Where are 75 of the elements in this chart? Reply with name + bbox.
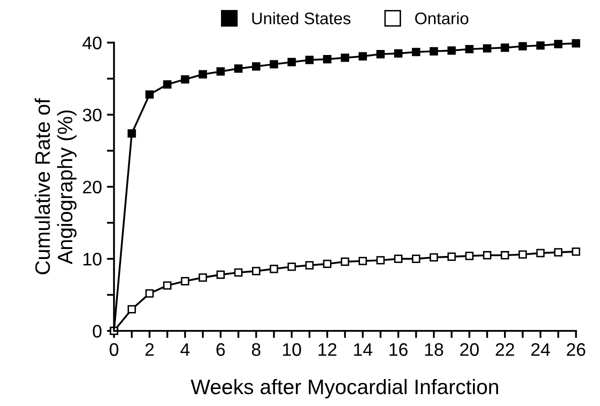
point [180, 75, 190, 84]
x-tick-label: 4 [180, 343, 190, 356]
x-tick-label: 16 [390, 343, 408, 356]
legend-label: Ontario [415, 12, 468, 24]
point [288, 262, 296, 271]
y-tick-label: 30 [82, 108, 102, 122]
point [430, 253, 438, 262]
y-tick-label: 0 [92, 324, 102, 338]
y-tick-label: 10 [83, 252, 102, 266]
point [376, 50, 385, 58]
point [180, 277, 190, 286]
point [518, 250, 527, 259]
point [145, 90, 154, 99]
legend-label: United States [252, 12, 350, 24]
point [340, 54, 350, 62]
point [465, 252, 474, 260]
point [447, 46, 456, 55]
x-tick-label: 18 [425, 343, 444, 356]
point [234, 64, 243, 73]
point [305, 261, 314, 270]
x-tick-label: 8 [252, 343, 260, 356]
point [323, 260, 332, 268]
y-axis-title: Cumulative Rate of Angiography (%) [34, 98, 77, 274]
point [270, 264, 278, 274]
x-tick-label: 10 [283, 343, 302, 356]
point [270, 60, 278, 68]
point [482, 44, 492, 53]
point [323, 55, 332, 64]
point [358, 256, 367, 266]
x-tick-label: 14 [354, 343, 372, 356]
point [358, 52, 367, 60]
point [305, 56, 314, 64]
point [128, 305, 136, 314]
point [394, 254, 402, 263]
point [465, 44, 474, 54]
x-tick-label: 22 [496, 343, 514, 356]
x-axis-title: Weeks after Myocardial Infarction [190, 378, 498, 398]
point [145, 289, 154, 298]
point [394, 49, 402, 58]
point [288, 58, 296, 66]
point [216, 67, 225, 76]
x-tick-label: 0 [110, 343, 118, 356]
point [482, 251, 492, 260]
point [163, 80, 172, 89]
x-tick-label: 6 [216, 343, 225, 356]
point [340, 258, 350, 266]
point [536, 41, 545, 50]
point [163, 281, 172, 290]
point [376, 256, 385, 264]
point [252, 62, 260, 71]
point [536, 248, 545, 258]
point [198, 70, 208, 79]
point [554, 248, 562, 257]
point [554, 40, 562, 48]
point [412, 48, 420, 56]
x-tick-label: 24 [531, 343, 550, 356]
point [234, 268, 243, 277]
point [412, 254, 420, 263]
x-tick-label: 20 [460, 343, 479, 356]
x-tick-label: 12 [318, 343, 336, 356]
x-tick-label: 26 [566, 343, 586, 356]
y-tick-label: 40 [82, 36, 102, 50]
point [198, 273, 208, 282]
point [128, 129, 136, 138]
x-tick-label: 2 [145, 343, 154, 356]
point [447, 252, 456, 261]
point [572, 39, 580, 48]
point [500, 251, 510, 260]
point [572, 247, 580, 256]
point [430, 47, 438, 56]
point [216, 270, 225, 279]
y-tick-label: 20 [83, 180, 102, 194]
point [252, 266, 260, 276]
point [500, 44, 510, 52]
point [518, 42, 527, 50]
